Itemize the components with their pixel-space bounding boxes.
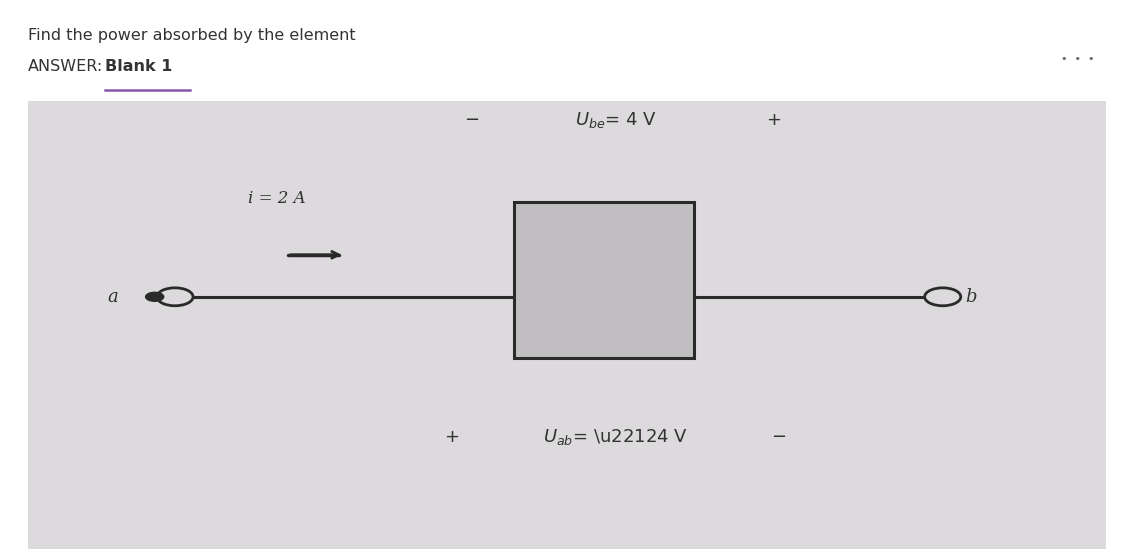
Text: $\mathit{U}_{ab}$= \u22124 V: $\mathit{U}_{ab}$= \u22124 V (543, 427, 688, 447)
Text: ANSWER:: ANSWER: (28, 59, 104, 74)
Text: •  •  •: • • • (1061, 54, 1095, 64)
FancyBboxPatch shape (28, 101, 1106, 549)
Circle shape (146, 292, 164, 301)
Circle shape (157, 288, 193, 306)
Text: Find the power absorbed by the element: Find the power absorbed by the element (28, 28, 356, 43)
Text: i = 2 A: i = 2 A (247, 190, 306, 207)
Text: +: + (444, 428, 460, 446)
Text: −: − (464, 111, 480, 129)
Text: −: − (771, 428, 787, 446)
Text: $\mathit{U}_{be}$= 4 V: $\mathit{U}_{be}$= 4 V (575, 110, 656, 130)
Text: Blank 1: Blank 1 (105, 59, 173, 74)
Text: +: + (765, 111, 781, 129)
Text: a: a (107, 288, 119, 306)
Circle shape (925, 288, 961, 306)
Text: b: b (965, 288, 977, 306)
FancyBboxPatch shape (514, 202, 694, 358)
